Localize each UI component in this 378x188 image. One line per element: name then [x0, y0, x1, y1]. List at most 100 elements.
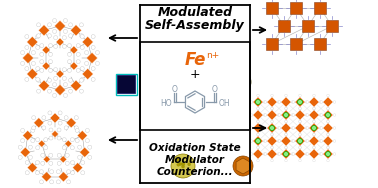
- Circle shape: [271, 107, 273, 110]
- Circle shape: [76, 60, 80, 64]
- Circle shape: [250, 140, 253, 142]
- Circle shape: [79, 89, 84, 93]
- Circle shape: [299, 159, 301, 162]
- Circle shape: [278, 101, 281, 103]
- Circle shape: [284, 152, 288, 156]
- Circle shape: [325, 152, 330, 156]
- Circle shape: [62, 76, 67, 80]
- Polygon shape: [23, 52, 34, 64]
- Circle shape: [42, 116, 46, 120]
- Circle shape: [49, 136, 53, 140]
- Circle shape: [49, 153, 53, 157]
- Circle shape: [271, 146, 273, 149]
- Circle shape: [333, 101, 336, 103]
- Polygon shape: [266, 38, 278, 50]
- Circle shape: [271, 94, 273, 97]
- Circle shape: [320, 101, 323, 103]
- Circle shape: [313, 159, 315, 162]
- Circle shape: [54, 44, 57, 48]
- Circle shape: [313, 133, 315, 136]
- Polygon shape: [65, 140, 72, 147]
- Circle shape: [62, 36, 67, 40]
- Circle shape: [231, 88, 234, 92]
- Circle shape: [263, 140, 266, 142]
- Circle shape: [299, 107, 301, 110]
- Circle shape: [91, 77, 95, 81]
- Circle shape: [305, 153, 308, 155]
- Polygon shape: [87, 52, 98, 64]
- Polygon shape: [42, 46, 50, 54]
- Circle shape: [306, 140, 309, 142]
- Circle shape: [238, 77, 242, 81]
- Circle shape: [292, 140, 295, 142]
- Circle shape: [68, 23, 73, 27]
- Circle shape: [37, 34, 40, 38]
- Circle shape: [25, 77, 29, 81]
- Circle shape: [62, 68, 67, 72]
- Circle shape: [271, 120, 273, 123]
- Circle shape: [21, 139, 25, 143]
- Circle shape: [81, 161, 85, 164]
- Circle shape: [37, 89, 40, 93]
- Circle shape: [277, 101, 280, 103]
- Circle shape: [57, 136, 61, 140]
- Circle shape: [25, 45, 29, 49]
- Circle shape: [238, 73, 242, 77]
- Circle shape: [313, 107, 315, 110]
- Polygon shape: [70, 62, 78, 70]
- Circle shape: [54, 36, 57, 40]
- Circle shape: [62, 146, 66, 150]
- Circle shape: [241, 76, 245, 80]
- Circle shape: [80, 67, 84, 70]
- Circle shape: [57, 128, 61, 132]
- Circle shape: [48, 121, 52, 125]
- Circle shape: [171, 154, 195, 178]
- Polygon shape: [290, 2, 302, 14]
- Circle shape: [299, 94, 301, 97]
- Circle shape: [67, 180, 71, 184]
- Circle shape: [182, 163, 185, 166]
- Circle shape: [327, 146, 329, 149]
- Text: Oxidation State: Oxidation State: [149, 143, 241, 153]
- Circle shape: [250, 127, 253, 129]
- Polygon shape: [281, 110, 291, 120]
- Circle shape: [32, 116, 36, 120]
- Circle shape: [71, 171, 74, 175]
- Circle shape: [20, 61, 25, 65]
- Polygon shape: [70, 46, 78, 54]
- Circle shape: [264, 127, 267, 129]
- Circle shape: [28, 155, 33, 159]
- Circle shape: [320, 127, 323, 129]
- Circle shape: [264, 140, 267, 142]
- Circle shape: [327, 133, 329, 136]
- Circle shape: [333, 140, 336, 142]
- Circle shape: [40, 68, 44, 72]
- Circle shape: [319, 140, 322, 142]
- Circle shape: [285, 94, 287, 97]
- Circle shape: [85, 139, 89, 143]
- Polygon shape: [56, 38, 64, 46]
- Circle shape: [313, 133, 315, 136]
- Circle shape: [292, 127, 295, 129]
- Text: Modulator: Modulator: [165, 155, 225, 165]
- Polygon shape: [73, 163, 83, 173]
- Circle shape: [67, 60, 71, 64]
- Circle shape: [264, 101, 267, 103]
- Polygon shape: [295, 97, 305, 107]
- Circle shape: [333, 127, 336, 129]
- Circle shape: [285, 159, 287, 162]
- Polygon shape: [326, 20, 338, 32]
- Circle shape: [50, 170, 54, 174]
- Circle shape: [65, 161, 69, 165]
- Circle shape: [65, 153, 69, 157]
- Circle shape: [271, 146, 273, 149]
- Polygon shape: [290, 38, 302, 50]
- Polygon shape: [281, 136, 291, 146]
- Circle shape: [299, 120, 301, 123]
- Circle shape: [18, 155, 22, 159]
- Circle shape: [44, 146, 48, 150]
- Circle shape: [327, 107, 329, 110]
- Polygon shape: [281, 97, 291, 107]
- Circle shape: [177, 166, 180, 169]
- Polygon shape: [39, 80, 50, 91]
